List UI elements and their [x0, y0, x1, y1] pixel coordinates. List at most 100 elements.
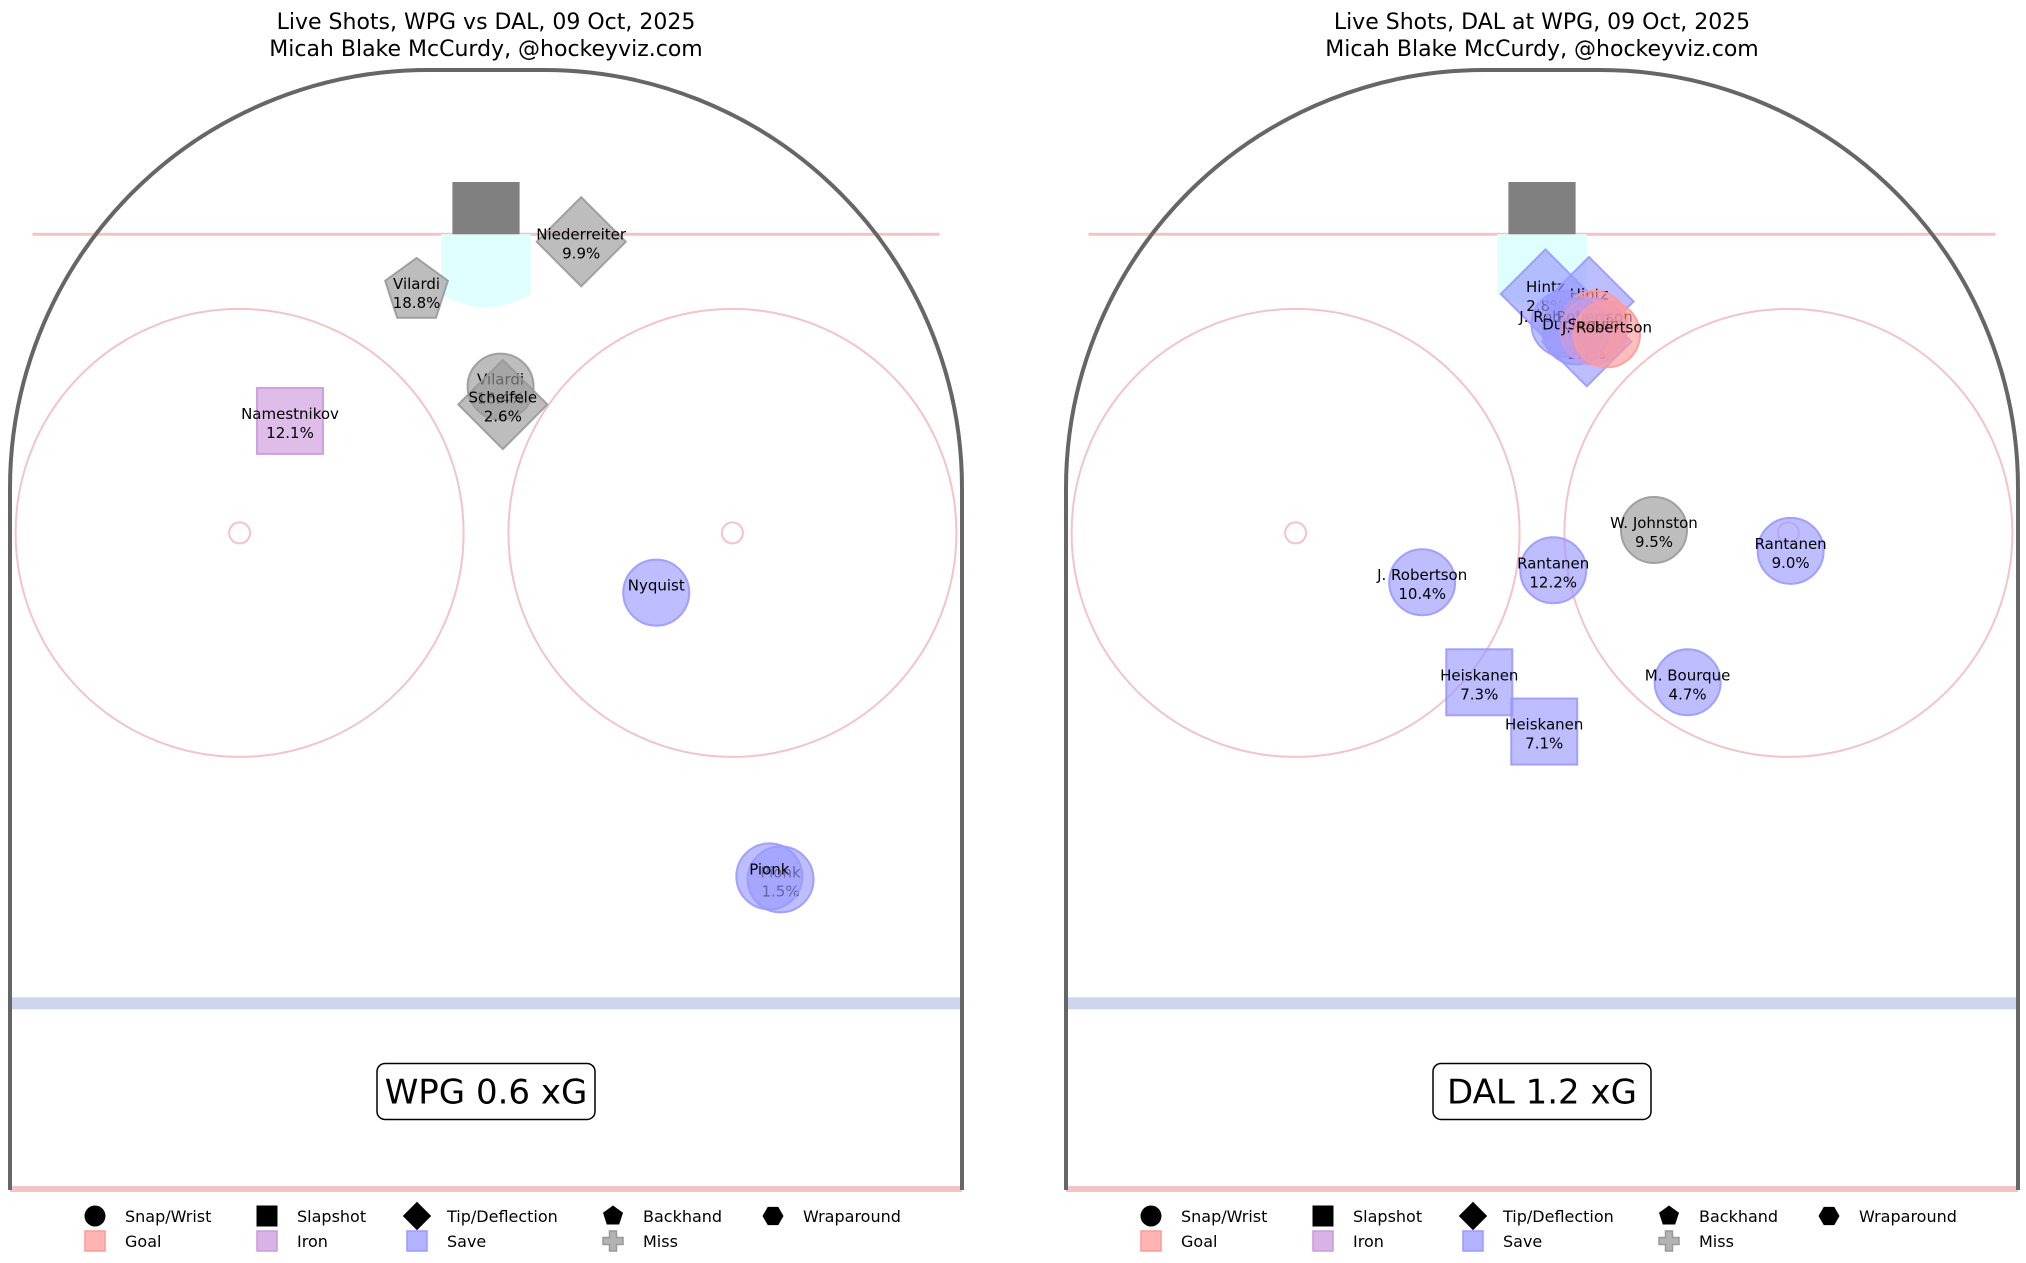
legend-outcome-label: Goal: [125, 1232, 161, 1251]
shot-xg-label: 9.9%: [562, 245, 600, 263]
legend-shape-label: Wraparound: [803, 1207, 901, 1226]
shot-circle-save: [1388, 548, 1457, 617]
legend-save-icon: [1462, 1230, 1484, 1252]
legend-outcome-label: Save: [1503, 1232, 1542, 1251]
legend-shape-label: Backhand: [1699, 1207, 1778, 1226]
shot-player-label: Niederreiter: [536, 226, 627, 244]
faceoff-dot: [1284, 521, 1308, 545]
shot-circle-save: [1653, 648, 1722, 717]
legend-circle-icon: [1140, 1205, 1162, 1227]
legend-shape-label: Snap/Wrist: [125, 1207, 211, 1226]
legend-square-icon: [256, 1205, 278, 1227]
shot-player-label: M. Bourque: [1645, 666, 1731, 684]
legend-shape-label: Snap/Wrist: [1181, 1207, 1267, 1226]
shot-player-label: Nyquist: [628, 577, 685, 595]
legend-outcome-label: Save: [447, 1232, 486, 1251]
shot-marker-6: Nyquist: [622, 558, 691, 627]
legend-iron-icon: [256, 1230, 278, 1252]
shot-xg-label: 7.3%: [1460, 685, 1498, 703]
legend-hexagon-icon: [1818, 1206, 1840, 1226]
legend-shape-label: Slapshot: [297, 1207, 366, 1226]
legend-outcome-label: Goal: [1181, 1232, 1217, 1251]
legend: Snap/Wrist Slapshot Tip/Deflection Backhand…: [1140, 1201, 1957, 1252]
legend-diamond-icon: [402, 1201, 432, 1231]
shot-player-label: Heiskanen: [1440, 666, 1518, 684]
shot-xg-label: 9.0%: [1772, 554, 1810, 572]
shot-player-label: J. Robertson: [1561, 318, 1652, 336]
shot-map-panel-1: Live Shots, WPG vs DAL, 09 Oct, 2025Mica…: [8, 10, 964, 1252]
shot-pentagon-miss: [384, 256, 450, 319]
shot-xg-label: 10.4%: [1398, 585, 1446, 603]
shot-player-label: Rantanen: [1517, 554, 1589, 572]
legend-goal-icon: [84, 1230, 106, 1252]
legend-shape-label: Tip/Deflection: [1502, 1207, 1614, 1226]
shot-circle-save: [735, 842, 804, 911]
faceoff-dot: [720, 521, 744, 545]
shot-xg-label: 9.5%: [1635, 533, 1673, 551]
shot-diamond-miss: [456, 358, 549, 451]
legend-outcome-label: Iron: [1353, 1232, 1384, 1251]
center-line: [10, 1186, 962, 1192]
goal-net: [452, 182, 520, 235]
rink-boards: [1064, 68, 2020, 1190]
blue-line: [10, 997, 962, 1010]
shot-player-label: Pionk: [749, 860, 790, 878]
shot-xg-label: 12.1%: [266, 424, 314, 442]
faceoff-circle: [14, 307, 465, 758]
shot-circle-goal: [1572, 300, 1641, 369]
xg-summary-box: [376, 1062, 596, 1121]
shot-player-label: Vilardi: [393, 275, 440, 293]
shot-player-label: J. Robertson: [1376, 566, 1467, 584]
faceoff-dot: [228, 521, 252, 545]
legend-shape-label: Tip/Deflection: [446, 1207, 558, 1226]
shot-player-label: Rantanen: [1755, 535, 1827, 553]
shot-player-label: Heiskanen: [1505, 716, 1583, 734]
rink-boards: [8, 68, 964, 1190]
legend-square-icon: [1312, 1205, 1334, 1227]
goal-crease: [441, 234, 531, 308]
shot-marker-8: Pionk: [735, 842, 804, 911]
blue-line: [1066, 997, 2018, 1010]
legend-pentagon-icon: [603, 1205, 623, 1225]
legend-save-icon: [406, 1230, 428, 1252]
legend-shape-label: Backhand: [643, 1207, 722, 1226]
legend-diamond-icon: [1458, 1201, 1488, 1231]
faceoff-circle: [1070, 307, 1521, 758]
shot-square-save: [1445, 648, 1514, 717]
legend-circle-icon: [84, 1205, 106, 1227]
legend-pentagon-icon: [1659, 1205, 1679, 1225]
chart-subtitle: Micah Blake McCurdy, @hockeyviz.com: [269, 37, 702, 62]
chart-title: Live Shots, WPG vs DAL, 09 Oct, 2025: [277, 10, 696, 35]
goal-net: [1508, 182, 1576, 235]
shot-circle-save: [1519, 536, 1588, 605]
chart-subtitle: Micah Blake McCurdy, @hockeyviz.com: [1325, 37, 1758, 62]
shot-square-iron: [256, 386, 324, 455]
shot-diamond-miss: [535, 195, 628, 288]
xg-summary-label: WPG 0.6 xG: [385, 1072, 588, 1112]
faceoff-circle: [507, 307, 958, 758]
shot-square-save: [1510, 697, 1579, 766]
legend-miss-icon: [1658, 1230, 1680, 1252]
legend-goal-icon: [1140, 1230, 1162, 1252]
legend-miss-icon: [602, 1230, 624, 1252]
legend-hexagon-icon: [762, 1206, 784, 1226]
shot-xg-label: 7.1%: [1525, 735, 1563, 753]
shot-xg-label: 18.8%: [393, 294, 441, 312]
shot-circle-miss: [1620, 495, 1688, 564]
legend-outcome-label: Miss: [1699, 1232, 1734, 1251]
legend-outcome-label: Miss: [643, 1232, 678, 1251]
legend-outcome-label: Iron: [297, 1232, 328, 1251]
shot-xg-label: 12.2%: [1529, 573, 1577, 591]
center-line: [1066, 1186, 2018, 1192]
shot-xg-label: 4.7%: [1669, 685, 1707, 703]
